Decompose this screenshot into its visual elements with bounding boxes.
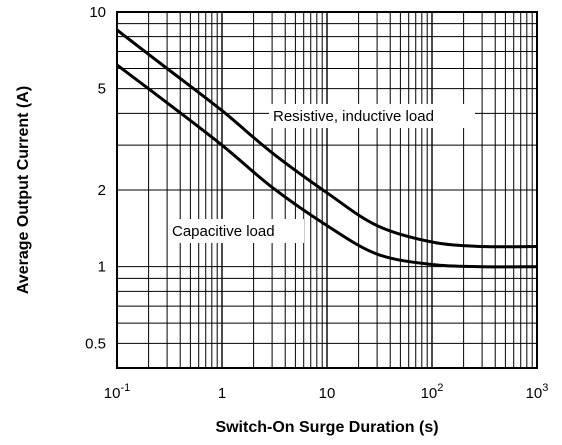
- x-tick-label: 10-1: [104, 382, 130, 402]
- y-tick-label: 5: [98, 81, 106, 98]
- series-line-resistive: [116, 28, 538, 249]
- x-tick-label: 1: [218, 385, 226, 402]
- y-axis-title: Average Output Current (A): [15, 86, 32, 294]
- series-label-capacitive: Capacitive load: [172, 223, 275, 240]
- x-tick-label: 102: [421, 382, 444, 402]
- y-tick-label: 2: [98, 182, 106, 199]
- y-tick-labels: 0.5 1 2 5 10: [85, 4, 106, 352]
- x-axis-title: Switch-On Surge Duration (s): [215, 419, 438, 436]
- y-tick-label: 0.5: [85, 335, 106, 352]
- annotation-background-resistive: [269, 104, 475, 128]
- curves: [116, 28, 538, 269]
- y-tick-label: 10: [89, 4, 106, 21]
- annotation-background-capacitive: [168, 219, 304, 243]
- x-tick-label: 10: [319, 385, 336, 402]
- series-line-capacitive: [116, 63, 538, 269]
- series-label-resistive: Resistive, inductive load: [273, 108, 434, 125]
- x-tick-labels: 10-1 1 10 102 103: [104, 382, 549, 402]
- plot-frame: [116, 11, 538, 369]
- grid: [117, 12, 537, 368]
- y-tick-label: 1: [98, 259, 106, 276]
- x-tick-label: 103: [526, 382, 549, 402]
